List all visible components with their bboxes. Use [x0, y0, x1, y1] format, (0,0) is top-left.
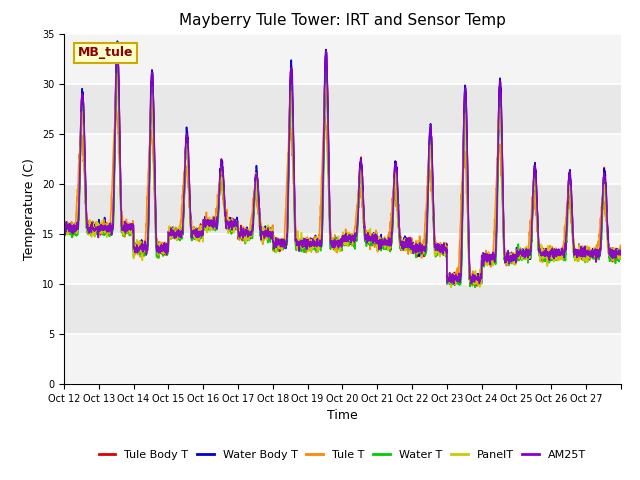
- Legend: Tule Body T, Water Body T, Tule T, Water T, PanelT, AM25T: Tule Body T, Water Body T, Tule T, Water…: [94, 445, 591, 465]
- Bar: [64, 234, 621, 284]
- Bar: [64, 34, 621, 84]
- Bar: [64, 334, 621, 384]
- Bar: [64, 134, 621, 184]
- Title: Mayberry Tule Tower: IRT and Sensor Temp: Mayberry Tule Tower: IRT and Sensor Temp: [179, 13, 506, 28]
- X-axis label: Time: Time: [327, 409, 358, 422]
- Text: MB_tule: MB_tule: [78, 47, 133, 60]
- Y-axis label: Temperature (C): Temperature (C): [23, 158, 36, 260]
